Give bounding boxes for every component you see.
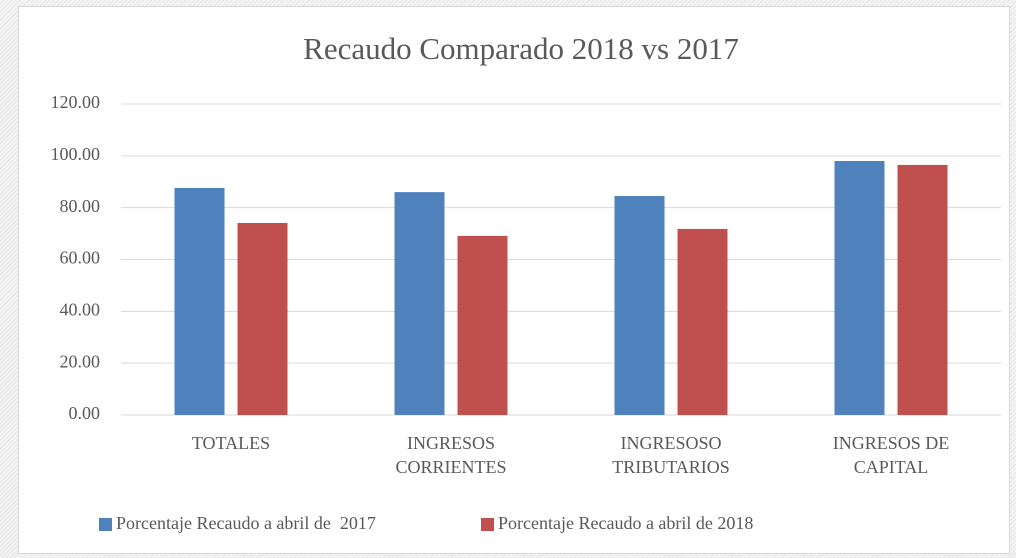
legend-label: Porcentaje Recaudo a abril de 2017: [116, 513, 376, 533]
y-tick-label: 40.00: [60, 299, 101, 319]
legend-swatch: [481, 518, 494, 531]
y-tick-label: 120.00: [51, 92, 101, 112]
legend-label: Porcentaje Recaudo a abril de 2018: [498, 513, 753, 533]
legend-swatch: [99, 518, 112, 531]
x-tick-label: INGRESOS CORRIENTES: [395, 433, 507, 477]
x-tick-label: INGRESOS DE CAPITAL: [832, 433, 950, 477]
y-tick-label: 100.00: [51, 144, 101, 164]
y-tick-label: 0.00: [69, 403, 101, 423]
bar: [897, 164, 948, 415]
bar: [677, 228, 728, 415]
x-tick-label: INGRESOSO TRIBUTARIOS: [612, 433, 730, 477]
bar: [834, 161, 885, 415]
chart-title: Recaudo Comparado 2018 vs 2017: [303, 31, 739, 66]
x-tick-label: TOTALES: [191, 433, 271, 453]
y-tick-label: 20.00: [60, 351, 101, 371]
bar: [457, 235, 508, 415]
y-tick-label: 60.00: [60, 248, 101, 268]
bar: [394, 192, 445, 415]
bar: [174, 187, 225, 415]
chart-svg: Recaudo Comparado 2018 vs 2017 0.00 20.00…: [51, 31, 1001, 533]
bar: [237, 222, 288, 415]
chart: Recaudo Comparado 2018 vs 2017 0.00 20.00…: [18, 6, 1010, 554]
bar: [614, 196, 665, 415]
y-tick-label: 80.00: [60, 196, 101, 216]
